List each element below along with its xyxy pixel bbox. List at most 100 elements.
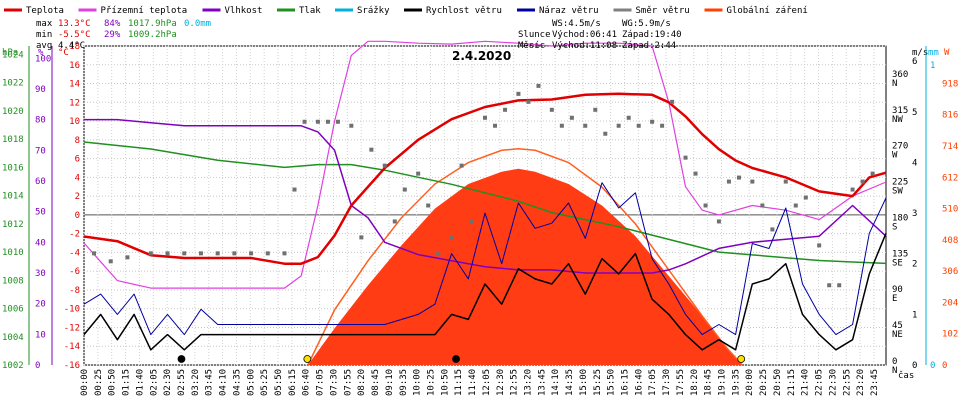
ms-unit: m/s — [912, 48, 928, 58]
wind-dir-point — [459, 163, 464, 168]
ms-tick-label: 2 — [912, 260, 917, 270]
wind-dir-point — [636, 123, 641, 128]
stat-min-press: 1009.2hPa — [128, 30, 177, 40]
wind-dir-point — [536, 83, 541, 88]
wind-dir-point — [559, 123, 564, 128]
x-tick-label: 20:00 — [745, 369, 755, 396]
ms-tick-label: 6 — [912, 57, 917, 67]
legend-label: Teplota — [26, 6, 64, 16]
dir-tick-letter: E — [892, 294, 897, 304]
x-tick-label: 23:20 — [856, 369, 866, 396]
x-tick-label: 02:05 — [149, 369, 159, 396]
x-tick-label: 10:00 — [413, 369, 423, 396]
x-tick-label: 00:50 — [108, 369, 118, 396]
chart-title: 2.4.2020 — [452, 49, 511, 63]
celsius-tick-label: 18 — [69, 42, 80, 52]
x-tick-label: 00:00 — [80, 369, 90, 396]
wind-dir-point — [650, 119, 655, 124]
x-tick-label: 08:20 — [357, 369, 367, 396]
wind-dir-point — [770, 227, 775, 232]
percent-tick-label: 10 — [35, 330, 46, 340]
wind-dir-point — [750, 179, 755, 184]
dir-tick-letter: NW — [892, 115, 903, 125]
x-tick-label: 02:30 — [163, 369, 173, 396]
stat-avg-label: avg — [36, 41, 52, 51]
wind-dir-point — [670, 99, 675, 104]
dir-tick-label: 135 — [892, 249, 908, 259]
legend-label: Směr větru — [636, 6, 690, 16]
wind-dir-point — [165, 251, 170, 256]
dir-tick-label: 0 — [892, 357, 897, 367]
wind-dir-point — [493, 123, 498, 128]
x-tick-label: 18:20 — [690, 369, 700, 396]
celsius-tick-label: -6 — [69, 267, 80, 277]
dir-tick-letter: NE — [892, 330, 903, 340]
dir-tick-label: 315 — [892, 106, 908, 116]
stat-min-label: min — [36, 30, 52, 40]
celsius-tick-label: -2 — [69, 230, 80, 240]
percent-tick-label: 90 — [35, 85, 46, 95]
x-tick-label: 13:45 — [537, 369, 547, 396]
legend-label: Náraz větru — [539, 6, 599, 16]
wind-dir-point — [402, 187, 407, 192]
legend-label: Přízemní teplota — [101, 6, 188, 16]
percent-tick-label: 60 — [35, 177, 46, 187]
hpa-tick-label: 1020 — [2, 107, 24, 117]
wind-dir-point — [726, 179, 731, 184]
x-tick-label: 15:50 — [607, 369, 617, 396]
dir-tick-label: 90 — [892, 285, 903, 295]
celsius-tick-label: 12 — [69, 98, 80, 108]
wind-dir-point — [215, 251, 220, 256]
w-tick-label: 0 — [942, 361, 947, 371]
hpa-tick-label: 1014 — [2, 192, 24, 202]
percent-tick-label: 30 — [35, 269, 46, 279]
sun-label: Slunce — [518, 30, 551, 40]
x-tick-label: 10:50 — [440, 369, 450, 396]
legend-label: Tlak — [299, 6, 321, 16]
dir-tick-label: 270 — [892, 142, 908, 152]
percent-tick-label: 50 — [35, 208, 46, 218]
celsius-tick-label: 4 — [75, 173, 80, 183]
dir-tick-label: 360 — [892, 70, 908, 80]
x-tick-label: 06:40 — [302, 369, 312, 396]
ms-tick-label: 4 — [912, 158, 917, 168]
w-tick-label: 510 — [942, 205, 958, 215]
wind-dir-point — [335, 119, 340, 124]
ms-tick-label: 3 — [912, 209, 917, 219]
dir-tick-letter: N — [892, 366, 897, 376]
wind-dir-point — [232, 251, 237, 256]
x-tick-label: 15:25 — [593, 369, 603, 396]
celsius-unit: °C — [58, 48, 69, 58]
wind-dir-point — [660, 123, 665, 128]
dir-tick-label: 180 — [892, 213, 908, 223]
wind-dir-point — [436, 251, 441, 256]
wind-dir-point — [616, 123, 621, 128]
moonrise-marker — [452, 355, 460, 363]
wind-dir-point — [426, 203, 431, 208]
wind-dir-point — [593, 107, 598, 112]
wind-dir-point — [315, 119, 320, 124]
hpa-tick-label: 1022 — [2, 79, 24, 89]
ms-tick-label: 5 — [912, 108, 917, 118]
x-tick-label: 17:55 — [676, 369, 686, 396]
celsius-tick-label: 0 — [75, 211, 80, 221]
radiation-theoretical-line — [307, 148, 743, 366]
celsius-tick-label: 8 — [75, 136, 80, 146]
x-tick-label: 16:15 — [621, 369, 631, 396]
x-tick-label: 23:45 — [870, 369, 880, 396]
wind-dir-point — [827, 283, 832, 288]
legend-label: Globální záření — [727, 6, 808, 16]
wind-dir-point — [483, 115, 487, 120]
hpa-tick-label: 1010 — [2, 248, 24, 258]
celsius-tick-label: -8 — [69, 286, 80, 296]
x-tick-label: 04:10 — [219, 369, 229, 396]
wind-dir-point — [569, 115, 574, 120]
celsius-tick-label: 6 — [75, 155, 80, 165]
percent-tick-label: 80 — [35, 116, 46, 126]
wind-dir-point — [382, 163, 387, 168]
celsius-tick-label: 10 — [69, 117, 80, 127]
x-tick-label: 02:55 — [177, 369, 187, 396]
x-tick-label: 08:45 — [371, 369, 381, 396]
x-tick-label: 05:00 — [246, 369, 256, 396]
mm-unit: mm — [928, 48, 939, 58]
